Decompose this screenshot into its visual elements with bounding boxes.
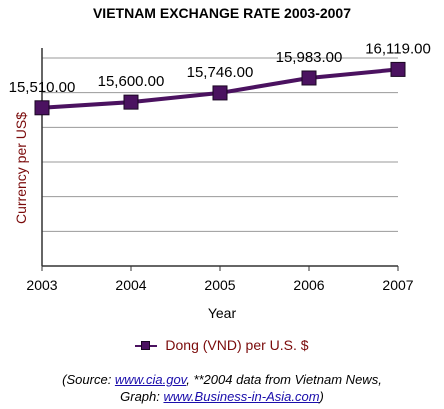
data-point	[123, 94, 139, 110]
x-tick-label: 2004	[115, 277, 146, 293]
data-point	[390, 61, 406, 77]
data-label: 15,510.00	[9, 79, 76, 96]
series-dong	[34, 61, 406, 116]
source-line2-prefix: Graph:	[120, 389, 164, 404]
cia-link[interactable]: www.cia.gov	[114, 372, 187, 387]
data-labels: 15,510.00 15,600.00 15,746.00 15,983.00 16,1…	[9, 40, 431, 95]
data-label: 16,119.00	[365, 40, 431, 57]
data-label: 15,983.00	[276, 49, 343, 66]
x-tick-labels: 2003 2004 2005 2006 2007	[26, 266, 414, 293]
legend-swatch	[135, 340, 158, 352]
data-point	[212, 85, 228, 101]
x-tick-label: 2006	[293, 277, 324, 293]
chart-title: VIETNAM EXCHANGE RATE 2003-2007	[93, 5, 351, 21]
legend-label: Dong (VND) per U.S. $	[165, 337, 309, 353]
x-tick-label: 2005	[204, 277, 235, 293]
data-point	[34, 100, 50, 116]
source-middle: , **2004 data from Vietnam News,	[186, 372, 382, 387]
source-prefix: (Source:	[62, 372, 115, 387]
business-in-asia-link[interactable]: www.Business-in-Asia.com	[163, 389, 320, 404]
y-axis-label: Currency per US$	[13, 112, 29, 224]
x-axis-label: Year	[208, 305, 237, 321]
x-tick-label: 2007	[382, 277, 413, 293]
legend: Dong (VND) per U.S. $	[0, 337, 444, 353]
source-note: (Source: www.cia.gov, **2004 data from V…	[0, 371, 444, 405]
data-label: 15,600.00	[98, 73, 165, 90]
x-tick-label: 2003	[26, 277, 57, 293]
data-label: 15,746.00	[187, 64, 254, 81]
source-suffix: )	[319, 389, 324, 404]
data-point	[301, 70, 317, 86]
